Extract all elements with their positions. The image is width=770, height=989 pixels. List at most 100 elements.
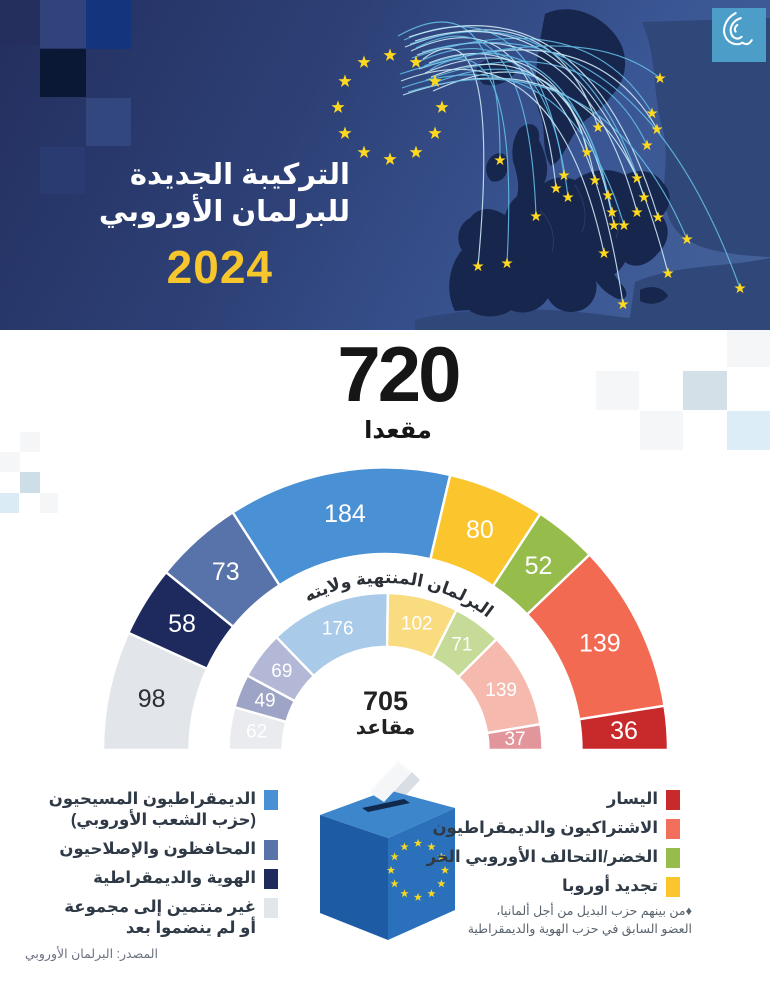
deco-square bbox=[0, 452, 20, 472]
eu-star-icon bbox=[435, 100, 449, 114]
al-jazeera-logo-icon bbox=[712, 8, 766, 62]
connection-arc bbox=[399, 45, 661, 79]
connection-arcs bbox=[397, 21, 741, 305]
segment-value-label: 49 bbox=[254, 691, 275, 712]
segment-value-label: 139 bbox=[485, 680, 517, 701]
page-title: التركيبة الجديدة للبرلمان الأوروبي bbox=[99, 157, 350, 231]
connection-arc bbox=[414, 30, 669, 274]
footnote-line-1: ♦من بينهم حزب البديل من أجل ألمانيا، bbox=[496, 904, 692, 918]
legend-swatch bbox=[666, 819, 680, 839]
connection-arc bbox=[430, 63, 615, 226]
segment-value-label: 102 bbox=[401, 613, 433, 634]
europe-map-illustration bbox=[331, 9, 770, 330]
deco-square bbox=[86, 0, 131, 49]
title-year: 2024 bbox=[166, 241, 273, 293]
total-seats-unit: مقعدا bbox=[364, 417, 432, 444]
legend-label: غير منتمين إلى مجموعة أو لم ينضموا بعد bbox=[64, 898, 256, 937]
connection-arc bbox=[415, 35, 537, 217]
deco-square bbox=[40, 0, 86, 48]
chart-segment bbox=[485, 723, 544, 752]
connection-arc bbox=[421, 41, 741, 289]
legend-label: الهوية والديمقراطية bbox=[93, 869, 256, 887]
total-seats-value: 720 bbox=[337, 330, 461, 418]
eu-star-icon bbox=[409, 55, 423, 68]
non-eu-landmass bbox=[415, 18, 770, 330]
eu-star-icon bbox=[428, 126, 442, 140]
deco-square bbox=[0, 0, 40, 45]
legend-label: الاشتراكيون والديمقراطيون bbox=[432, 819, 658, 837]
legend-item: تجديد أوروبا bbox=[427, 876, 680, 897]
box-top-face bbox=[320, 790, 455, 838]
legend-swatch bbox=[264, 790, 278, 810]
segment-value-label: 37 bbox=[504, 729, 525, 750]
segment-value-label: 139 bbox=[579, 630, 621, 658]
eu-star-icon bbox=[357, 145, 371, 159]
legend-swatch bbox=[666, 848, 680, 868]
footnote: ♦من بينهم حزب البديل من أجل ألمانيا، الع… bbox=[392, 902, 692, 938]
segment-value-label: 58 bbox=[168, 610, 196, 638]
legend-item: الديمقراطيون المسيحيون (حزب الشعب الأوروب… bbox=[49, 789, 278, 831]
previous-total: 705 مقاعد bbox=[325, 687, 446, 741]
previous-total-value: 705 bbox=[362, 686, 409, 716]
previous-total-unit: مقاعد bbox=[355, 717, 416, 739]
legend-swatch bbox=[666, 877, 680, 897]
header-banner: التركيبة الجديدة للبرلمان الأوروبي 2024 bbox=[0, 0, 770, 330]
legend-swatch bbox=[264, 869, 278, 889]
box-slot bbox=[362, 799, 410, 812]
country-star-icon bbox=[641, 139, 653, 151]
deco-square bbox=[40, 493, 58, 513]
segment-value-label: 52 bbox=[525, 552, 553, 580]
segment-value-label: 73 bbox=[212, 558, 240, 586]
box-right-face bbox=[388, 808, 455, 940]
connection-arc bbox=[408, 25, 659, 218]
eu-star-icon bbox=[338, 126, 352, 140]
segment-value-label: 69 bbox=[271, 661, 292, 682]
deco-square bbox=[40, 49, 86, 97]
country-star-icon bbox=[646, 107, 658, 119]
deco-square bbox=[0, 493, 19, 513]
segment-value-label: 80 bbox=[466, 516, 494, 544]
footnote-line-2: العضو السابق في حزب الهوية والديمقراطية bbox=[467, 922, 692, 936]
source-credit: المصدر: البرلمان الأوروبي bbox=[25, 947, 158, 961]
segment-value-label: 71 bbox=[451, 634, 472, 655]
eu-star-icon bbox=[357, 55, 371, 68]
legend-label: اليسار bbox=[606, 790, 658, 808]
deco-square bbox=[727, 411, 770, 450]
connection-arc bbox=[407, 78, 688, 240]
legend-left-column: الديمقراطيون المسيحيون (حزب الشعب الأوروب… bbox=[49, 789, 278, 947]
eu-star-icon bbox=[383, 48, 397, 62]
connection-arc bbox=[422, 48, 485, 267]
chart-segment bbox=[577, 704, 670, 752]
deco-square bbox=[596, 371, 639, 410]
legend-label: تجديد أوروبا bbox=[562, 877, 658, 895]
segment-value-label: 36 bbox=[610, 717, 638, 745]
connection-arc bbox=[425, 60, 648, 146]
legend-label: الخضر/التحالف الأوروبي الحر bbox=[426, 848, 658, 866]
legend-swatch bbox=[264, 840, 278, 860]
deco-square bbox=[727, 330, 770, 367]
deco-square bbox=[20, 432, 40, 452]
legend-label: المحافظون والإصلاحيون bbox=[59, 840, 256, 858]
title-line-2: للبرلمان الأوروبي bbox=[98, 196, 350, 228]
connection-arc bbox=[417, 48, 569, 198]
segment-value-label: 62 bbox=[246, 722, 267, 743]
connection-arc bbox=[429, 58, 510, 264]
legend-item: الهوية والديمقراطية bbox=[49, 868, 278, 889]
box-left-face bbox=[320, 815, 388, 940]
legend-item: الخضر/التحالف الأوروبي الحر bbox=[427, 847, 680, 868]
deco-square bbox=[640, 411, 683, 450]
legend-item: غير منتمين إلى مجموعة أو لم ينضموا بعد bbox=[49, 897, 278, 939]
segment-value-label: 176 bbox=[322, 619, 354, 640]
eu-star-icon bbox=[338, 74, 352, 88]
connection-arc bbox=[424, 57, 596, 181]
legend-swatch bbox=[264, 898, 278, 918]
deco-square bbox=[40, 147, 85, 194]
legend-item: اليسار bbox=[427, 789, 680, 810]
connection-arc bbox=[411, 37, 653, 114]
eu-stars-circle bbox=[331, 48, 449, 166]
connection-arc bbox=[397, 21, 501, 161]
connection-arc bbox=[400, 68, 605, 254]
title-line-1: التركيبة الجديدة bbox=[129, 159, 350, 191]
